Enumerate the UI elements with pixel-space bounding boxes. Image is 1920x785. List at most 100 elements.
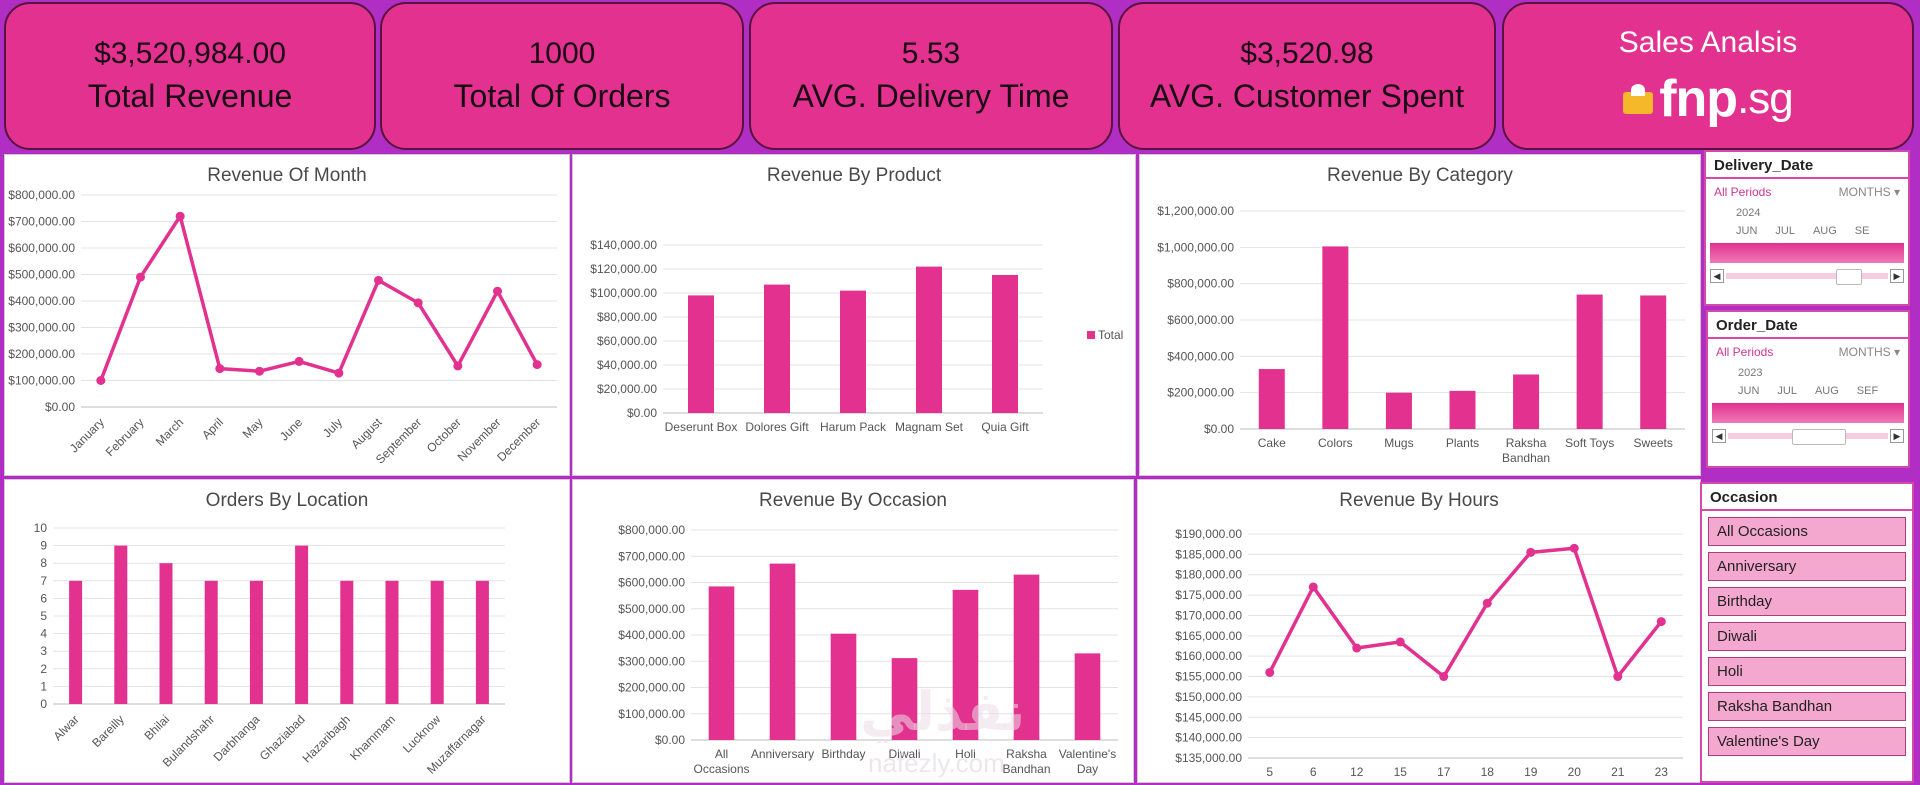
logo-suffix: .sg xyxy=(1737,74,1794,123)
occasion-item[interactable]: Anniversary xyxy=(1708,552,1906,581)
data-point[interactable] xyxy=(1482,598,1492,608)
data-point[interactable] xyxy=(1439,672,1449,682)
month-label[interactable]: JUN xyxy=(1736,225,1758,237)
bar[interactable] xyxy=(114,545,128,704)
month-label[interactable]: JUL xyxy=(1775,225,1795,237)
all-periods-button[interactable]: All Periods xyxy=(1716,345,1774,359)
bar[interactable] xyxy=(159,563,173,704)
bar[interactable] xyxy=(830,633,857,740)
bar[interactable] xyxy=(475,580,489,704)
data-point[interactable] xyxy=(453,361,463,371)
x-tick-label: Harum Pack xyxy=(820,420,887,434)
data-point[interactable] xyxy=(294,356,304,366)
timeline-scrollbar[interactable]: ◀ ▶ xyxy=(1710,269,1904,285)
bar[interactable] xyxy=(340,580,354,704)
occasion-item[interactable]: Valentine's Day xyxy=(1708,727,1906,756)
month-label[interactable]: JUN xyxy=(1738,385,1760,397)
bar[interactable] xyxy=(992,275,1018,413)
timeline-bar[interactable] xyxy=(1710,243,1904,263)
bar[interactable] xyxy=(385,580,399,704)
timeline-bar[interactable] xyxy=(1712,403,1904,423)
scroll-thumb[interactable] xyxy=(1836,269,1862,285)
data-point[interactable] xyxy=(1613,672,1623,682)
month-label[interactable]: JUL xyxy=(1777,385,1797,397)
scroll-right-icon[interactable]: ▶ xyxy=(1890,269,1904,283)
data-point[interactable] xyxy=(413,298,423,308)
scroll-left-icon[interactable]: ◀ xyxy=(1712,429,1726,443)
bar[interactable] xyxy=(952,589,979,740)
month-label[interactable]: AUG xyxy=(1812,225,1837,237)
bar[interactable] xyxy=(69,580,83,704)
month-label[interactable]: SE xyxy=(1854,225,1870,237)
month-label[interactable]: SEF xyxy=(1856,385,1879,397)
bar[interactable] xyxy=(764,284,790,413)
x-tick-label: March xyxy=(153,415,186,448)
bar[interactable] xyxy=(1013,574,1040,740)
bar[interactable] xyxy=(1576,294,1603,429)
x-tick-label: Hazaribagh xyxy=(300,712,353,765)
timeline-scrollbar[interactable]: ◀ ▶ xyxy=(1712,429,1904,445)
data-point[interactable] xyxy=(136,272,145,282)
bar[interactable] xyxy=(708,586,735,740)
bar[interactable] xyxy=(1258,369,1285,429)
y-tick-label: $500,000.00 xyxy=(618,602,685,616)
x-tick-label: Diwali xyxy=(888,747,920,761)
data-point[interactable] xyxy=(215,364,225,374)
data-point[interactable] xyxy=(255,366,264,376)
granularity-value: MONTHS xyxy=(1838,345,1891,359)
data-point[interactable] xyxy=(1526,547,1536,557)
data-point[interactable] xyxy=(532,360,542,370)
granularity-dropdown[interactable]: MONTHS ▾ xyxy=(1839,185,1900,199)
bar[interactable] xyxy=(295,545,309,704)
y-tick-label: $600,000.00 xyxy=(618,576,685,590)
y-tick-label: $600,000.00 xyxy=(1167,313,1234,327)
kpi-value: $3,520.98 xyxy=(1240,37,1374,70)
occasion-item[interactable]: Diwali xyxy=(1708,622,1906,651)
bar[interactable] xyxy=(249,580,263,704)
data-point[interactable] xyxy=(1265,667,1275,677)
bar[interactable] xyxy=(1449,390,1476,429)
bar[interactable] xyxy=(891,658,918,740)
granularity-dropdown[interactable]: MONTHS ▾ xyxy=(1839,345,1900,359)
y-tick-label: $0.00 xyxy=(655,733,685,747)
month-label[interactable]: AUG xyxy=(1814,385,1839,397)
data-point[interactable] xyxy=(175,211,185,221)
bar[interactable] xyxy=(430,580,444,704)
y-tick-label: 2 xyxy=(40,662,47,676)
occasion-item[interactable]: All Occasions xyxy=(1708,517,1906,546)
bar[interactable] xyxy=(840,290,866,413)
bar[interactable] xyxy=(1385,392,1412,429)
scroll-thumb[interactable] xyxy=(1792,429,1846,445)
y-tick-label: $140,000.00 xyxy=(590,238,657,252)
data-point[interactable] xyxy=(493,286,502,296)
kpi-avg-spent: $3,520.98 AVG. Customer Spent xyxy=(1118,2,1496,150)
occasion-item[interactable]: Raksha Bandhan xyxy=(1708,692,1906,721)
scroll-left-icon[interactable]: ◀ xyxy=(1710,269,1724,283)
y-tick-label: $60,000.00 xyxy=(597,334,657,348)
occasion-item[interactable]: Holi xyxy=(1708,657,1906,686)
bar[interactable] xyxy=(916,266,942,413)
granularity-value: MONTHS xyxy=(1838,185,1891,199)
y-tick-label: $800,000.00 xyxy=(618,523,685,537)
y-tick-label: $300,000.00 xyxy=(618,654,685,668)
chart-revenue-category: Revenue By Category $0.00 $200,000.00 $400… xyxy=(1139,154,1701,476)
bar[interactable] xyxy=(1322,246,1349,429)
all-periods-button[interactable]: All Periods xyxy=(1714,185,1772,199)
data-point[interactable] xyxy=(374,275,383,285)
bar[interactable] xyxy=(1513,374,1540,430)
data-point[interactable] xyxy=(96,376,106,385)
data-point[interactable] xyxy=(1656,617,1666,627)
data-point[interactable] xyxy=(1308,582,1318,592)
bar[interactable] xyxy=(769,563,796,740)
data-point[interactable] xyxy=(1395,637,1405,647)
data-point[interactable] xyxy=(1352,643,1362,653)
data-point[interactable] xyxy=(334,368,344,378)
occasion-item[interactable]: Birthday xyxy=(1708,587,1906,616)
data-point[interactable] xyxy=(1569,543,1579,553)
bar[interactable] xyxy=(1074,653,1101,740)
bar[interactable] xyxy=(204,580,218,704)
scroll-right-icon[interactable]: ▶ xyxy=(1890,429,1904,443)
kpi-avg-delivery: 5.53 AVG. Delivery Time xyxy=(749,2,1113,150)
bar[interactable] xyxy=(688,295,714,413)
bar[interactable] xyxy=(1640,295,1667,429)
